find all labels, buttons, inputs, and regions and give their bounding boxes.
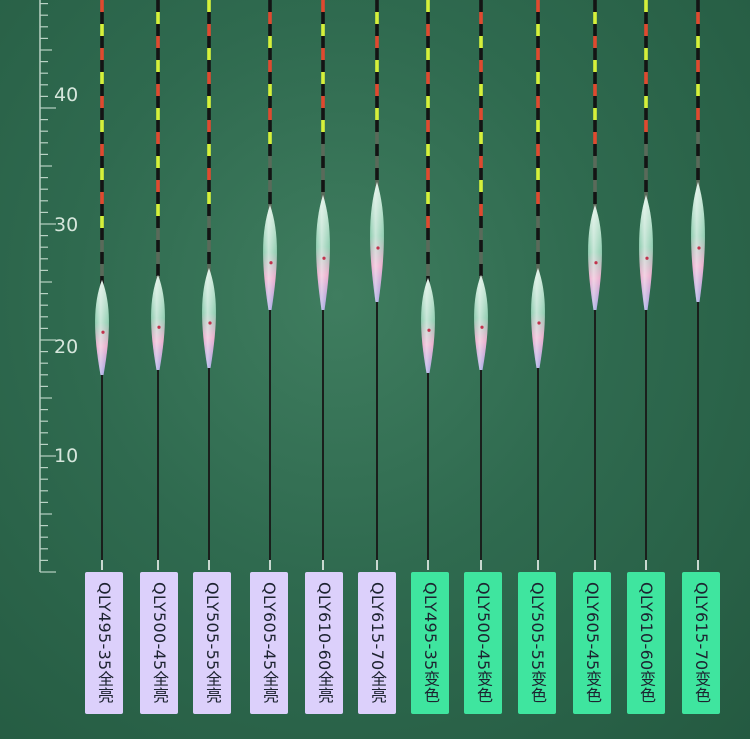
float-label-tag: QLY615-70全亮 [358,572,396,714]
float-label-tag: QLY500-45变色 [464,572,502,714]
float-label-tag: QLY605-45变色 [573,572,611,714]
fishing-float [588,0,602,570]
float-label-tag: QLY610-60全亮 [305,572,343,714]
ruler-tick-label-30: 30 [54,214,79,236]
ruler-tick-label-10: 10 [54,445,79,467]
measuring-ruler [39,0,56,573]
ruler-tick-label-40: 40 [54,84,79,106]
float-label-tag: QLY610-60变色 [627,572,665,714]
ruler-tick-label-20: 20 [54,336,79,358]
fishing-float [370,0,384,570]
fishing-float [263,0,277,570]
fishing-float [531,0,545,570]
fishing-float [639,0,653,570]
fishing-float [95,0,109,570]
float-label-tag: QLY495-35变色 [411,572,449,714]
fishing-float [151,0,165,570]
fishing-float [421,0,435,570]
fishing-float [691,0,705,570]
float-label-tag: QLY505-55全亮 [193,572,231,714]
float-label-tag: QLY505-55变色 [518,572,556,714]
float-label-tag: QLY615-70变色 [682,572,720,714]
fishing-float [202,0,216,570]
fishing-float [316,0,330,570]
fishing-float [474,0,488,570]
float-label-tag: QLY605-45全亮 [250,572,288,714]
float-label-tag: QLY500-45全亮 [140,572,178,714]
float-label-tag: QLY495-35全亮 [85,572,123,714]
